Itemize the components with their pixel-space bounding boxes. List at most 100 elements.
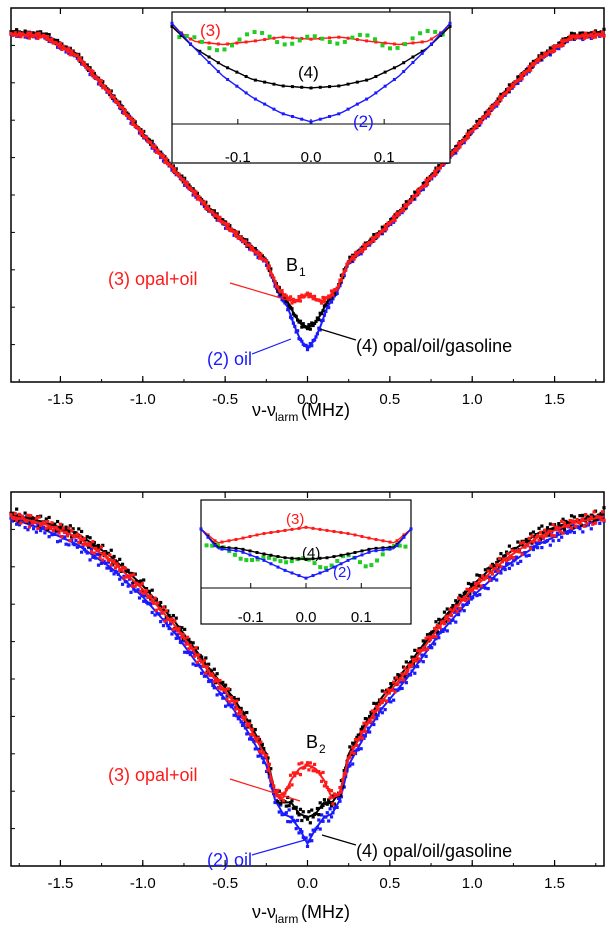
data-point [67,530,71,535]
inset-point [448,24,452,28]
data-point [13,512,17,516]
x-axis-label-b1: ν-ν larm (MHz) [252,400,350,424]
inset-tick-label: -0.1 [225,149,251,166]
data-point [318,827,322,831]
inset-point [237,37,242,42]
data-point [287,808,291,812]
inset-point [255,557,260,562]
data-point [321,819,325,823]
inset-point [199,39,204,44]
data-point [600,510,605,514]
data-point [154,150,159,154]
inset-point [312,34,317,39]
data-point [434,635,438,639]
data-point [536,533,540,538]
data-point [442,622,447,626]
data-point [479,584,483,588]
arrow-opal-oil-gasoline [321,834,357,846]
data-point [222,690,226,695]
data-point [527,536,531,540]
data-point [325,802,329,806]
data-point [99,79,103,83]
data-point [435,170,439,174]
data-point [294,805,298,810]
data-point [488,575,492,579]
data-point [123,566,127,570]
data-point [557,47,561,51]
data-point [572,515,576,519]
annotation-opal-oil-gasoline: (4) opal/oil/gasoline [356,841,512,861]
x-axis-label-main: ν-ν [252,400,276,420]
x-axis-label-b2: ν-ν larm (MHz) [252,902,350,926]
data-point [591,522,595,526]
data-point [37,515,41,519]
inset-point [297,38,302,43]
data-point [557,538,561,542]
data-point [499,92,503,96]
data-point [36,36,40,41]
data-point [44,526,48,530]
arrow-opal-oil [229,778,301,802]
inset-point [250,558,254,563]
data-point [290,783,294,787]
data-point [372,238,376,242]
data-point [276,800,280,804]
data-point [288,773,293,777]
data-point [512,84,516,89]
data-point [380,225,384,229]
data-point [432,642,437,646]
inset-tick-label: 0.1 [374,149,395,166]
data-point [279,801,283,806]
data-point [301,810,305,814]
data-point [447,618,451,622]
data-point [600,30,605,34]
data-point [170,617,174,621]
data-point [598,521,602,525]
inset-series [177,28,445,53]
inset-frame-b2 [200,499,412,625]
data-point [85,551,89,555]
data-point [10,519,15,523]
data-point [551,539,555,543]
data-point [72,543,77,547]
data-point [204,206,208,211]
data-point [149,602,153,606]
data-point [520,77,524,81]
data-point [478,574,482,578]
inset-point [207,46,212,51]
data-point [262,760,266,765]
data-point [15,507,19,511]
data-point [551,44,555,49]
data-point [465,602,469,607]
data-point [392,215,396,219]
data-point [543,528,547,532]
data-point [92,551,96,555]
data-point [263,756,267,760]
data-point [274,794,279,798]
data-point [27,36,31,40]
inset-point [244,558,249,563]
data-point [296,329,300,333]
data-point [379,699,383,703]
x-axis-label-unit: (MHz) [301,902,350,922]
data-point [89,73,94,77]
data-point [328,298,332,302]
data-point [599,511,603,516]
data-point [475,586,479,590]
data-point [286,819,290,824]
data-point [394,211,399,216]
data-point [48,527,53,531]
data-point [55,519,60,524]
inset-point [261,555,266,560]
data-point [123,108,127,112]
data-point [29,31,33,35]
inset-label-4: (4) [298,63,319,82]
inset-ticks-b2: -0.1 0.0 0.1 [201,583,411,626]
data-point [466,596,471,601]
data-point [585,35,589,39]
data-point [126,568,130,573]
data-point [312,762,317,767]
data-point [351,745,355,749]
inset-point [267,555,272,560]
data-point [54,525,58,529]
